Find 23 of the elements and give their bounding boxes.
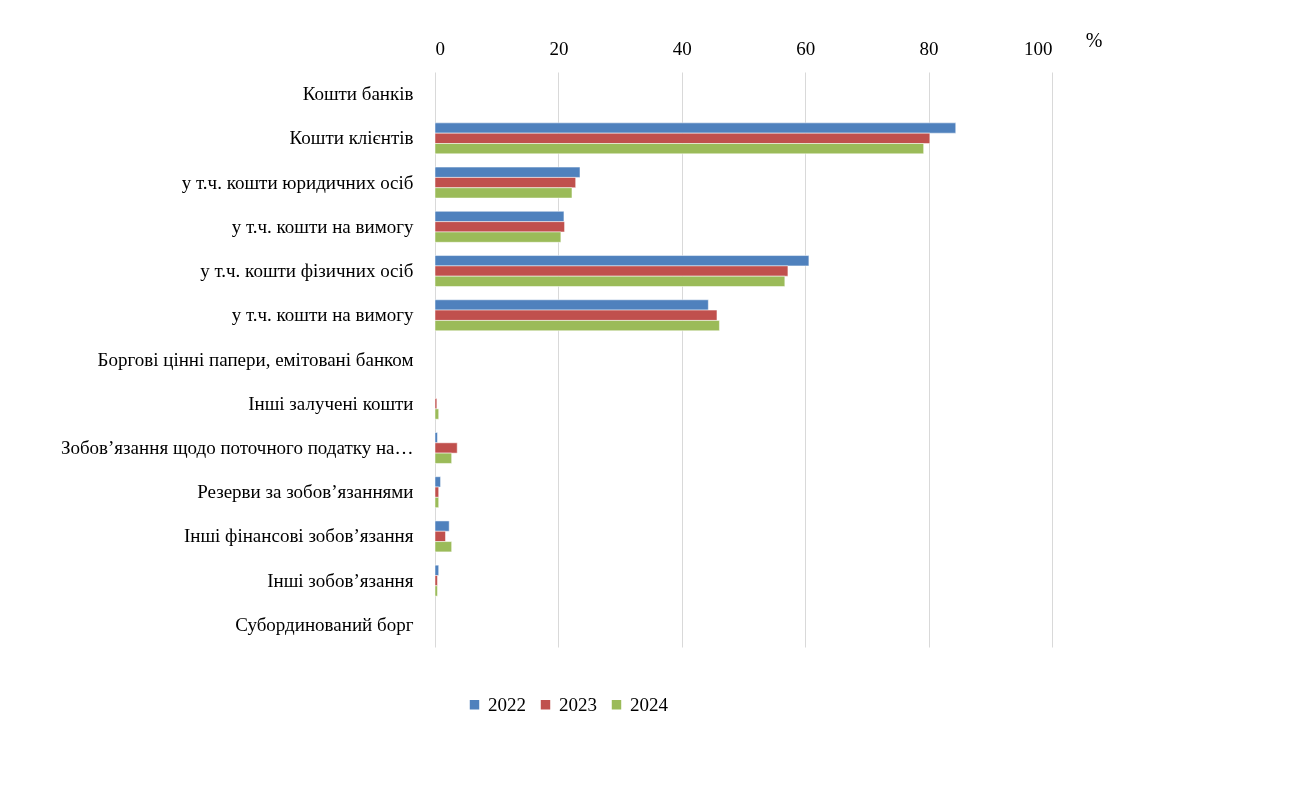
- y-tick-label: Боргові цінні папери, емітовані банком: [97, 348, 414, 370]
- x-tick-label: 40: [672, 37, 692, 59]
- y-tick-label: у т.ч. кошти юридичних осіб: [181, 171, 414, 193]
- x-axis-title: %: [1085, 28, 1103, 51]
- y-tick-label: Інші залучені кошти: [248, 392, 414, 414]
- x-tick-label: 60: [796, 37, 816, 59]
- y-tick-label: у т.ч. кошти на вимогу: [231, 215, 414, 237]
- legend-label: 2022: [488, 693, 526, 715]
- y-tick-label: у т.ч. кошти фізичних осіб: [200, 260, 414, 282]
- y-tick-label: Кошти банків: [302, 83, 414, 105]
- y-tick-label: у т.ч. кошти на вимогу: [231, 304, 414, 326]
- y-tick-label: Кошти клієнтів: [289, 127, 414, 149]
- y-tick-label: Субординований борг: [235, 613, 414, 635]
- x-tick-label: 100: [1024, 37, 1053, 59]
- x-tick-label: 20: [549, 37, 569, 59]
- y-tick-label: Інші фінансові зобов’язання: [183, 525, 414, 547]
- y-tick-label: Резерви за зобов’язаннями: [197, 481, 414, 503]
- y-tick-label: Зобов’язання щодо поточного податку на…: [60, 436, 414, 458]
- legend-label: 2024: [630, 693, 669, 715]
- legend-label: 2023: [559, 693, 597, 715]
- y-tick-label: Інші зобов’язання: [267, 569, 414, 591]
- x-tick-label: 0: [435, 37, 445, 59]
- x-tick-label: 80: [919, 37, 939, 59]
